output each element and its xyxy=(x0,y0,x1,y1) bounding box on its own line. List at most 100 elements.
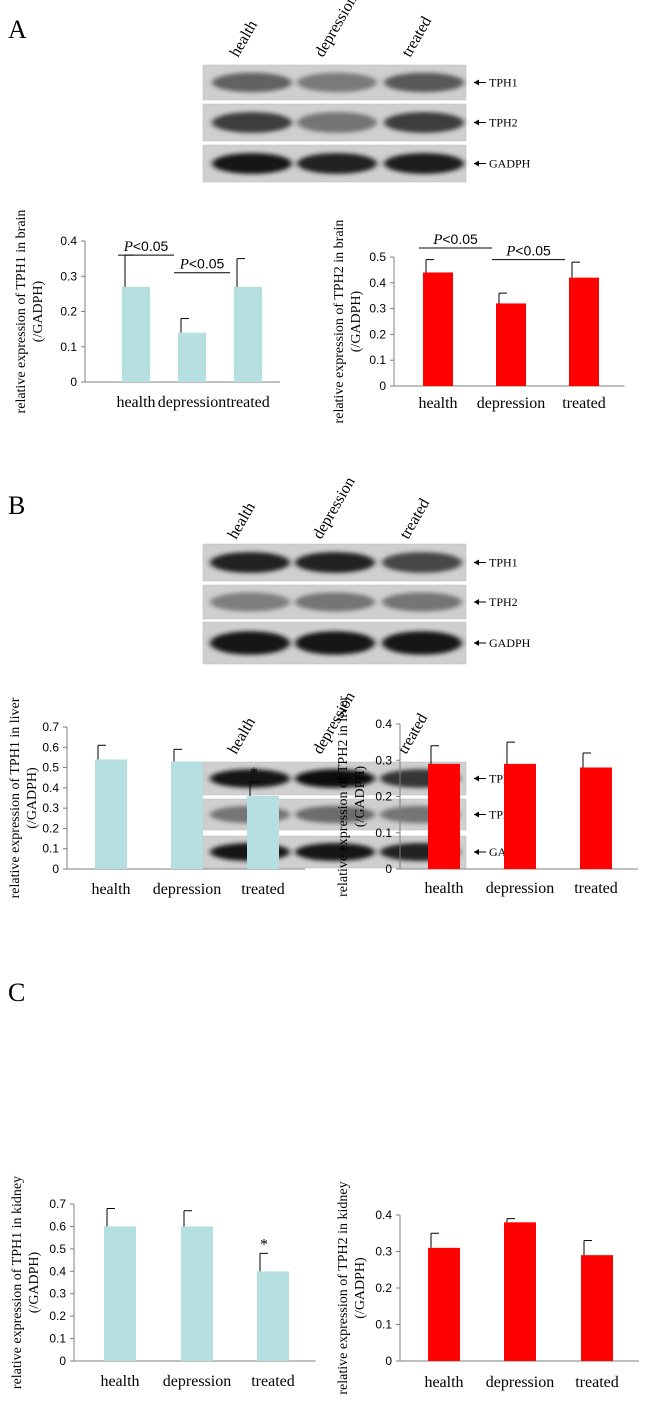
y-tick-label: 0.7 xyxy=(42,720,59,734)
blot-band xyxy=(382,631,462,655)
lane-label-treated: treated xyxy=(399,14,435,60)
x-tick-label-health: health xyxy=(424,1374,463,1391)
blot-band xyxy=(297,112,377,133)
blot-band xyxy=(210,592,290,612)
y-tick-label: 0.2 xyxy=(375,790,392,804)
y-axis-label-unit: (/GADPH) xyxy=(31,280,46,342)
x-tick-label-treated: treated xyxy=(241,881,285,898)
western-blot-a: health depression treated TPH1 TPH2 GADPH xyxy=(202,0,531,183)
bar-health xyxy=(428,763,460,869)
x-tick-label-health: health xyxy=(116,394,155,411)
chart-tph1-brain: 0 0.1 0.2 0.3 0.4 relative expression of TPH1… xyxy=(14,210,280,413)
lane-label-depression: depression xyxy=(310,689,359,757)
y-tick-label: 0.2 xyxy=(369,327,386,341)
p-symbol: P xyxy=(123,239,133,255)
band-arrow-head xyxy=(474,811,479,818)
y-tick-label: 0.3 xyxy=(49,1287,66,1301)
bar-health xyxy=(95,759,127,869)
y-tick-label: 0.3 xyxy=(60,269,77,283)
x-tick-label-depression: depression xyxy=(486,1374,554,1391)
y-axis-label: relative expression of TPH2 in liver xyxy=(336,696,351,897)
bar-treated xyxy=(234,286,262,382)
y-tick-label: 0.3 xyxy=(42,801,59,815)
p-symbol: P xyxy=(179,257,189,273)
blot-band xyxy=(210,631,290,655)
bar-depression xyxy=(178,332,206,382)
y-tick-label: 0.5 xyxy=(42,761,59,775)
bar-depression xyxy=(171,761,203,869)
y-tick-label: 0 xyxy=(70,375,77,389)
blot-band xyxy=(212,112,292,133)
blot-band xyxy=(382,592,462,612)
x-tick-label-treated: treated xyxy=(226,394,270,411)
band-arrow-head xyxy=(474,640,479,646)
y-tick-label: 0.4 xyxy=(49,1264,66,1278)
blot-band xyxy=(295,631,375,655)
x-tick-label-health: health xyxy=(424,880,463,897)
p-threshold: <0.05 xyxy=(133,238,169,254)
y-tick-label: 0 xyxy=(379,379,386,393)
bar-depression xyxy=(504,763,536,869)
significance-star: * xyxy=(250,765,258,782)
y-tick-label: 0.5 xyxy=(49,1242,66,1256)
blot-band xyxy=(295,805,375,824)
y-axis-label: relative expression of TPH1 in liver xyxy=(8,697,23,898)
y-tick-label: 0.1 xyxy=(375,1318,392,1332)
blot-band xyxy=(210,769,290,788)
band-arrow-head xyxy=(474,849,479,855)
y-tick-label: 0.1 xyxy=(60,340,77,354)
panel-letter-a: A xyxy=(8,15,27,44)
lane-label-health: health xyxy=(227,18,261,60)
x-tick-label-depression: depression xyxy=(158,394,226,411)
y-tick-label: 0.3 xyxy=(375,753,392,767)
y-tick-label: 0.1 xyxy=(42,842,59,856)
p-threshold: <0.05 xyxy=(515,243,551,259)
y-tick-label: 0.7 xyxy=(49,1197,66,1211)
western-blot-b: health depression treated TPH1 TPH2 GADPH xyxy=(202,474,531,665)
significance-star: * xyxy=(260,1236,268,1253)
band-label-tph1: TPH1 xyxy=(489,556,518,570)
blot-band xyxy=(384,72,464,93)
band-label-gadph: GADPH xyxy=(489,157,531,171)
y-tick-label: 0 xyxy=(52,862,59,876)
band-arrow-head xyxy=(474,559,479,566)
y-tick-label: 0.4 xyxy=(42,781,59,795)
bar-treated xyxy=(581,1255,613,1361)
bar-health xyxy=(104,1226,136,1361)
y-axis-label-unit: (/GADPH) xyxy=(349,290,364,352)
blot-band xyxy=(297,153,377,174)
blot-band xyxy=(295,843,375,861)
y-tick-label: 0 xyxy=(59,1354,66,1368)
bar-treated xyxy=(247,795,279,869)
x-tick-label-depression: depression xyxy=(153,881,221,898)
panel-letter-b: B xyxy=(8,491,25,520)
p-symbol: P xyxy=(505,244,515,260)
significance-label: P<0.05 xyxy=(179,256,225,273)
x-tick-label-treated: treated xyxy=(574,880,618,897)
blot-band xyxy=(384,153,464,174)
band-label-tph1: TPH1 xyxy=(489,76,518,90)
lane-label-depression: depression xyxy=(310,474,359,542)
y-axis-label: relative expression of TPH1 in kidney xyxy=(10,1176,25,1389)
x-tick-label-depression: depression xyxy=(477,395,545,412)
lane-label-treated: treated xyxy=(397,496,433,542)
chart-tph2-brain: 0 0.1 0.2 0.3 0.4 0.5 relative expression of T… xyxy=(332,220,625,423)
chart-tph1-kidney: 0 0.1 0.2 0.3 0.4 0.5 0.6 0.7 relative expressio… xyxy=(10,1176,316,1390)
y-tick-label: 0.4 xyxy=(60,234,77,248)
blot-band xyxy=(212,153,292,174)
y-tick-label: 0.1 xyxy=(375,826,392,840)
x-tick-label-depression: depression xyxy=(486,880,554,897)
y-tick-label: 0 xyxy=(385,862,392,876)
y-tick-label: 0.4 xyxy=(375,1208,392,1222)
panel-letter-c: C xyxy=(8,978,25,1007)
blot-band xyxy=(210,552,290,573)
band-label-gadph: GADPH xyxy=(489,636,531,650)
blot-band xyxy=(297,72,377,93)
bar-treated xyxy=(257,1271,289,1361)
y-tick-label: 0.6 xyxy=(49,1219,66,1233)
band-arrow-head xyxy=(474,79,479,86)
blot-band xyxy=(382,552,462,573)
y-tick-label: 0.2 xyxy=(60,305,77,319)
y-tick-label: 0.4 xyxy=(375,717,392,731)
y-axis-label-unit: (/GADPH) xyxy=(25,767,40,829)
